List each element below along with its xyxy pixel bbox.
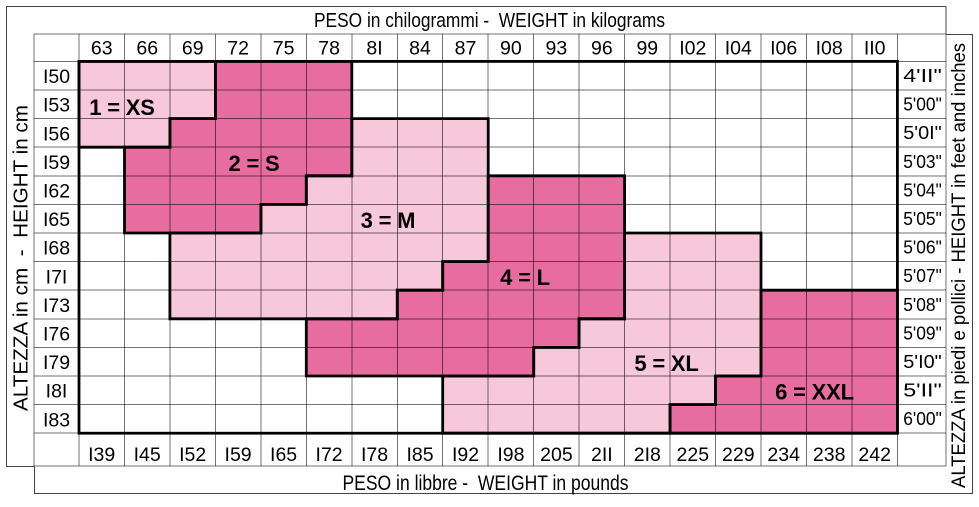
svg-text:I08: I08	[816, 37, 843, 59]
svg-text:225: 225	[677, 444, 710, 466]
svg-text:5'07": 5'07"	[903, 266, 942, 286]
svg-text:2I8: 2I8	[634, 444, 661, 466]
svg-text:I02: I02	[679, 37, 706, 59]
svg-text:II0: II0	[864, 37, 886, 59]
svg-text:5'II": 5'II"	[903, 381, 942, 401]
svg-text:99: 99	[636, 37, 658, 59]
svg-text:5'I0": 5'I0"	[903, 352, 942, 372]
svg-text:5'0I": 5'0I"	[903, 123, 942, 143]
svg-text:I7I: I7I	[46, 266, 68, 288]
svg-text:I04: I04	[725, 37, 752, 59]
svg-text:I39: I39	[88, 444, 115, 466]
svg-text:234: 234	[767, 444, 800, 466]
svg-text:I59: I59	[43, 152, 70, 174]
svg-text:I45: I45	[134, 444, 161, 466]
svg-text:4'II": 4'II"	[903, 66, 942, 86]
svg-text:I83: I83	[43, 409, 70, 431]
svg-text:5'06": 5'06"	[903, 238, 942, 258]
svg-text:I50: I50	[43, 66, 70, 88]
svg-text:I68: I68	[43, 238, 70, 260]
svg-text:I98: I98	[497, 444, 524, 466]
svg-text:I73: I73	[43, 295, 70, 317]
svg-text:72: 72	[227, 37, 249, 59]
svg-text:I52: I52	[179, 444, 206, 466]
svg-text:2II: 2II	[591, 444, 613, 466]
svg-text:90: 90	[500, 37, 522, 59]
svg-text:87: 87	[455, 37, 477, 59]
svg-text:78: 78	[318, 37, 340, 59]
svg-text:I8I: I8I	[46, 381, 68, 403]
svg-text:I62: I62	[43, 181, 70, 203]
svg-text:ALTEZZA in piedi e pollici - H: ALTEZZA in piedi e pollici - HEIGHT in f…	[949, 43, 970, 488]
svg-text:I85: I85	[406, 444, 433, 466]
svg-text:I65: I65	[270, 444, 297, 466]
svg-text:5'04": 5'04"	[903, 180, 942, 200]
svg-text:I92: I92	[452, 444, 479, 466]
svg-text:I72: I72	[316, 444, 343, 466]
svg-text:I79: I79	[43, 352, 70, 374]
svg-text:205: 205	[540, 444, 573, 466]
svg-text:69: 69	[182, 37, 204, 59]
svg-text:I59: I59	[225, 444, 252, 466]
svg-text:I56: I56	[43, 123, 70, 145]
svg-text:8I: 8I	[366, 37, 382, 59]
svg-text:I76: I76	[43, 324, 70, 346]
svg-text:96: 96	[591, 37, 613, 59]
svg-text:93: 93	[546, 37, 568, 59]
svg-text:229: 229	[722, 444, 755, 466]
svg-text:6'00": 6'00"	[903, 409, 942, 429]
svg-text:I06: I06	[770, 37, 797, 59]
svg-text:6 = XXL: 6 = XXL	[775, 380, 854, 405]
svg-text:5'09": 5'09"	[903, 323, 942, 343]
svg-text:5 = XL: 5 = XL	[634, 351, 698, 376]
svg-text:84: 84	[409, 37, 431, 59]
svg-text:I78: I78	[361, 444, 388, 466]
svg-text:5'08": 5'08"	[903, 295, 942, 315]
svg-text:PESO in chilogrammi - WEIGHT: PESO in chilogrammi - WEIGHT in kilogram…	[314, 10, 665, 32]
svg-text:242: 242	[858, 444, 891, 466]
svg-text:PESO in libbre - WEIGHT in po: PESO in libbre - WEIGHT in pounds	[343, 471, 629, 495]
svg-text:ALTEZZA in cm - HEIGHT in cm: ALTEZZA in cm - HEIGHT in cm	[11, 105, 33, 411]
svg-text:I65: I65	[43, 209, 70, 231]
svg-text:1 = XS: 1 = XS	[89, 95, 154, 120]
svg-text:66: 66	[136, 37, 158, 59]
svg-text:5'03": 5'03"	[903, 152, 942, 172]
svg-text:5'00": 5'00"	[903, 95, 942, 115]
svg-text:238: 238	[813, 444, 846, 466]
svg-text:4 = L: 4 = L	[500, 265, 550, 290]
svg-text:75: 75	[273, 37, 295, 59]
svg-text:3 = M: 3 = M	[361, 208, 416, 233]
svg-text:63: 63	[91, 37, 113, 59]
svg-text:5'05": 5'05"	[903, 209, 942, 229]
svg-text:I53: I53	[43, 95, 70, 117]
svg-text:2 = S: 2 = S	[229, 151, 280, 176]
